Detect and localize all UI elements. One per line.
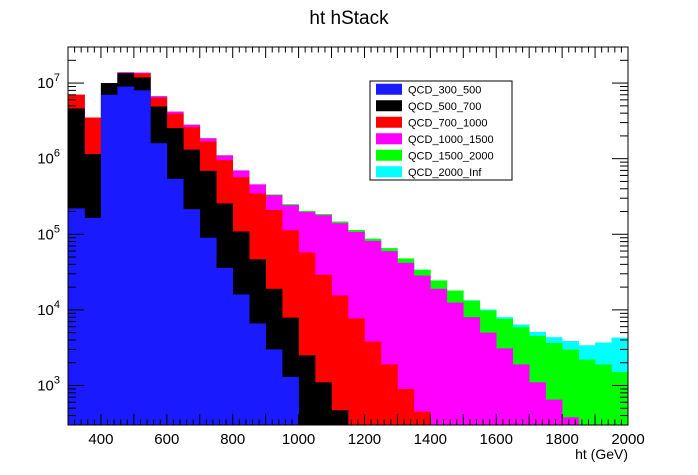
bar-QCD_1500_2000-bin-31 [578,359,596,425]
y-tick-label: 103 [37,374,60,394]
bar-QCD_1500_2000-bin-32 [595,364,612,425]
legend-swatch-QCD_1000_1500 [376,133,402,145]
bar-QCD_300_500-bin-0 [68,208,85,425]
bar-QCD_1000_1500-bin-28 [529,382,546,425]
bar-QCD_300_500-bin-12 [265,349,283,425]
bar-QCD_300_500-bin-3 [117,86,135,425]
legend-entry-QCD_700_1000: QCD_700_1000 [408,117,488,129]
bar-QCD_500_700-bin-14 [298,355,316,425]
bar-QCD_500_700-bin-16 [331,410,349,425]
bar-QCD_1000_1500-bin-22 [430,288,448,425]
bar-QCD_1000_1500-bin-30 [562,417,579,425]
bar-QCD_500_700-bin-15 [315,382,332,425]
bar-QCD_300_500-bin-11 [249,323,266,425]
x-tick-label: 600 [154,431,179,448]
bar-QCD_300_500-bin-4 [133,90,151,426]
x-tick-label: 2000 [611,431,644,448]
legend: QCD_300_500 QCD_500_700 QCD_700_1000 QCD_10… [369,80,513,181]
x-tick-label: 1400 [414,431,447,448]
x-tick-label: 800 [220,431,245,448]
legend-swatch-QCD_2000_Inf [376,166,402,178]
legend-box [369,80,513,181]
y-tick-label: 106 [37,148,60,168]
bar-QCD_300_500-bin-8 [199,237,217,425]
legend-swatch-QCD_500_700 [376,100,402,112]
bar-QCD_300_500-bin-2 [100,94,118,425]
bar-QCD_700_1000-bin-16 [331,295,349,425]
x-axis-label: ht (GeV) [575,446,628,462]
x-tick-label: 1000 [282,431,315,448]
bar-QCD_1000_1500-bin-29 [545,399,563,425]
bar-QCD_1000_1500-bin-24 [463,317,481,425]
bar-QCD_300_500-bin-1 [84,217,102,425]
y-axis: 103 104 105 106 107 [37,59,628,417]
legend-swatch-QCD_700_1000 [376,116,402,128]
bar-QCD_1000_1500-bin-25 [479,332,497,425]
x-tick-label: 1600 [480,431,513,448]
histogram-bars [68,72,629,426]
bar-QCD_700_1000-bin-17 [348,318,365,425]
legend-entry-QCD_500_700: QCD_500_700 [408,101,481,113]
bar-QCD_300_500-bin-13 [282,376,299,425]
bar-QCD_1000_1500-bin-27 [512,364,530,425]
bar-QCD_300_500-bin-7 [183,209,201,425]
bar-QCD_700_1000-bin-18 [364,341,382,425]
bar-QCD_1500_2000-bin-30 [562,349,579,425]
bar-QCD_700_1000-bin-21 [413,411,431,425]
bar-QCD_300_500-bin-10 [232,294,250,425]
y-tick-label: 107 [37,72,60,92]
bar-QCD_1000_1500-bin-23 [446,302,464,425]
legend-entry-QCD_300_500: QCD_300_500 [408,84,481,96]
chart-title: ht hStack [309,8,389,29]
legend-entry-QCD_1500_2000: QCD_1500_2000 [408,150,494,162]
x-tick-label: 400 [88,431,113,448]
bar-QCD_700_1000-bin-20 [397,388,415,425]
legend-swatch-QCD_300_500 [376,83,402,95]
bar-QCD_1000_1500-bin-26 [496,348,514,425]
legend-entry-QCD_1000_1500: QCD_1000_1500 [408,134,494,146]
x-tick-label: 1800 [545,431,578,448]
bar-QCD_700_1000-bin-19 [380,364,398,425]
x-axis: 400 600 800 1000 1200 1400 1600 1800 2000 [74,47,645,448]
bar-QCD_300_500-bin-9 [216,267,234,425]
y-tick-label: 104 [37,299,60,319]
bar-QCD_1500_2000-bin-33 [611,372,629,425]
legend-swatch-QCD_1500_2000 [376,149,402,161]
bar-QCD_300_500-bin-6 [166,178,184,425]
plot-frame [67,46,629,426]
bar-QCD_1000_1500-bin-21 [413,275,431,425]
bar-QCD_300_500-bin-5 [150,143,168,426]
bar-QCD_1000_1500-bin-20 [397,262,415,425]
x-tick-label: 1200 [348,431,381,448]
legend-entry-QCD_2000_Inf: QCD_2000_Inf [408,167,482,179]
y-tick-label: 105 [37,223,60,243]
